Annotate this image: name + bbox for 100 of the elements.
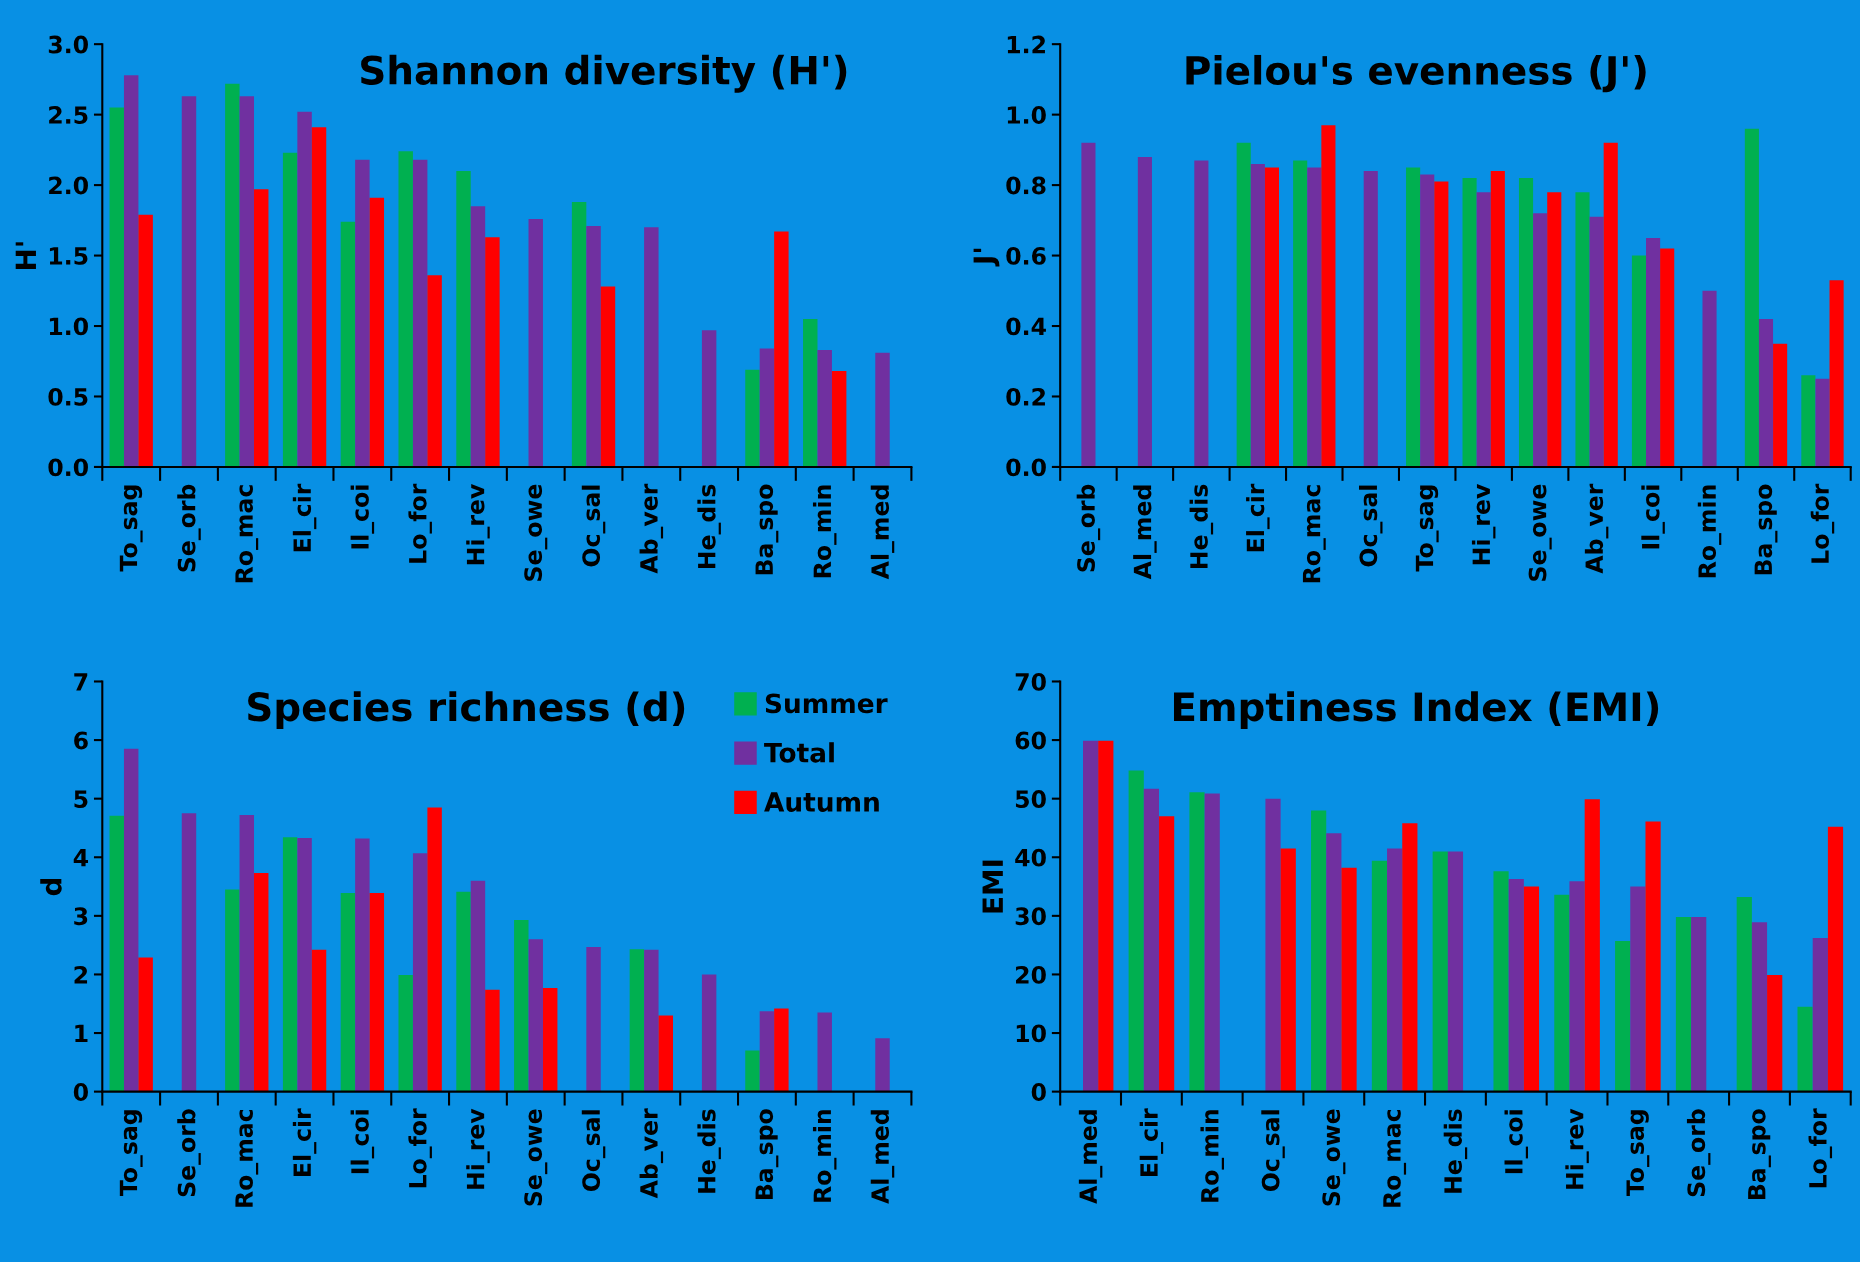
bar	[225, 83, 240, 467]
x-tick-label: Hi_rev	[466, 1108, 490, 1189]
bar	[1773, 343, 1788, 467]
bar	[1490, 171, 1505, 467]
y-axis-title: J'	[973, 248, 1000, 267]
bar	[1645, 821, 1661, 1092]
bar	[1420, 174, 1435, 467]
y-axis-title: H'	[15, 242, 36, 269]
x-tick-label: Se_owe	[524, 484, 548, 581]
x-tick-label: Ro_min	[812, 485, 837, 578]
bar	[644, 949, 659, 1092]
legend-label: Summer	[765, 693, 888, 714]
x-tick-label: Hi_rev	[466, 483, 490, 565]
bar	[1406, 167, 1421, 467]
bar	[1518, 178, 1534, 467]
x-tick-label: Il_coi	[350, 1110, 375, 1174]
y-tick-label: 2	[74, 965, 88, 984]
bar	[831, 371, 847, 467]
bar	[1569, 881, 1585, 1092]
bar	[138, 214, 153, 467]
x-tick-label: Se_orb	[1076, 484, 1101, 572]
x-tick-label: Oc_sal	[1359, 485, 1383, 567]
bar	[1081, 142, 1096, 467]
x-tick-label: Oc_sal	[581, 485, 606, 567]
bar	[774, 231, 789, 467]
y-tick-label: 0	[73, 1083, 88, 1101]
y-tick-label: 30	[1015, 907, 1046, 926]
bar	[340, 221, 356, 467]
bar	[1751, 922, 1768, 1092]
x-tick-label: To_sag	[1626, 1110, 1650, 1197]
bar	[514, 919, 529, 1092]
bar	[644, 227, 659, 467]
y-tick-label: 40	[1015, 848, 1046, 867]
bar	[1533, 213, 1548, 467]
bar	[1293, 160, 1308, 467]
bar	[1143, 788, 1160, 1092]
bar	[701, 330, 717, 467]
x-tick-label: Ba_spo	[755, 484, 779, 575]
y-tick-label: 50	[1015, 790, 1046, 808]
x-tick-label: To_sag	[119, 1110, 143, 1197]
bar	[875, 352, 890, 467]
bar	[1098, 740, 1114, 1092]
bar	[225, 889, 240, 1092]
x-tick-label: Se_orb	[1686, 1109, 1711, 1197]
bar	[398, 975, 413, 1092]
bar	[1702, 290, 1717, 467]
bar	[109, 815, 124, 1092]
bar	[1829, 280, 1844, 467]
bar	[1447, 851, 1464, 1092]
bar	[109, 107, 124, 467]
bar	[369, 893, 385, 1092]
x-tick-label: Lo_for	[1810, 483, 1835, 563]
bar	[1434, 181, 1449, 467]
x-tick-label: Se_orb	[177, 1109, 201, 1197]
bar	[311, 949, 327, 1092]
y-tick-label: 0.0	[1006, 458, 1046, 477]
bar	[1554, 894, 1570, 1092]
bar	[254, 873, 269, 1092]
x-tick-label: Ab_ver	[639, 1108, 664, 1199]
bar	[759, 1011, 775, 1092]
x-tick-label: He_dis	[697, 1109, 721, 1193]
x-tick-label: El_cir	[1139, 1108, 1164, 1176]
bar	[1660, 248, 1675, 467]
chart-title: Shannon diversity (H')	[361, 54, 847, 93]
x-tick-label: Lo_for	[1808, 1108, 1833, 1188]
x-tick-label: Lo_for	[408, 1108, 432, 1188]
x-tick-label: To_sag	[119, 485, 143, 572]
bar	[355, 159, 370, 467]
bar	[629, 949, 645, 1092]
x-tick-label: Il_coi	[1641, 485, 1665, 549]
y-tick-label: 1.2	[1007, 35, 1045, 54]
x-tick-label: Al_med	[870, 485, 895, 580]
bar	[369, 197, 385, 467]
y-tick-label: 6	[74, 731, 88, 750]
x-tick-label: Ba_spo	[755, 1109, 779, 1200]
bar	[485, 237, 500, 467]
bar	[1630, 886, 1646, 1092]
y-axis-title: EMI	[982, 860, 1003, 913]
bar	[427, 275, 442, 467]
x-tick-label: Oc_sal	[581, 1110, 606, 1192]
x-tick-label: Il_coi	[350, 485, 375, 549]
bar	[254, 189, 269, 467]
bar	[138, 957, 153, 1092]
bar	[1137, 156, 1152, 467]
bar	[297, 111, 312, 467]
bar	[1083, 740, 1099, 1092]
bar	[1128, 770, 1144, 1092]
x-tick-label: Oc_sal	[1261, 1110, 1285, 1192]
bar	[412, 159, 428, 467]
y-tick-label: 10	[1016, 1024, 1046, 1043]
bar	[1194, 160, 1209, 467]
chart-title: Emptiness Index (EMI)	[1174, 691, 1659, 730]
y-tick-label: 0.8	[1006, 176, 1046, 195]
bar	[1493, 871, 1509, 1092]
y-tick-label: 0	[1031, 1083, 1046, 1101]
bar	[1812, 938, 1828, 1092]
bar	[571, 202, 587, 467]
bar	[745, 369, 760, 467]
bar	[398, 151, 413, 467]
bar	[282, 837, 298, 1092]
